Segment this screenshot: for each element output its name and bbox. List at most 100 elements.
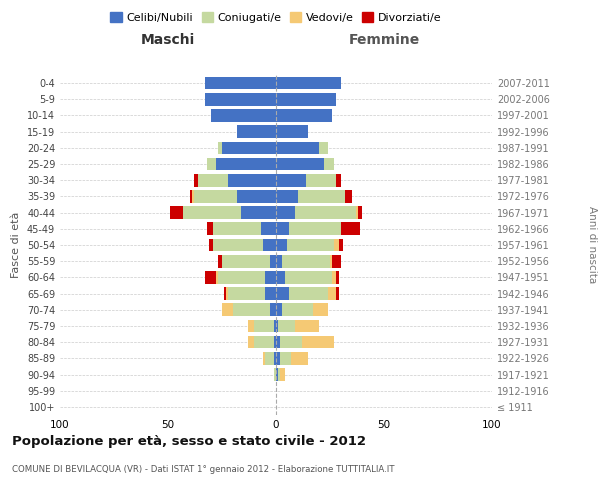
Bar [276, 190, 298, 202]
Bar [218, 255, 222, 268]
Bar [295, 206, 356, 219]
Bar [192, 190, 194, 202]
Bar [218, 142, 222, 154]
Bar [207, 158, 215, 170]
Bar [269, 255, 276, 268]
Bar [337, 174, 341, 186]
Bar [183, 206, 241, 219]
Bar [263, 238, 276, 252]
Bar [218, 271, 265, 283]
Bar [276, 109, 332, 122]
Bar [298, 190, 345, 202]
Bar [328, 288, 337, 300]
Y-axis label: Fasce di età: Fasce di età [11, 212, 21, 278]
Bar [278, 320, 295, 332]
Bar [334, 238, 338, 252]
Bar [295, 320, 319, 332]
Bar [276, 271, 284, 283]
Bar [276, 336, 280, 348]
Bar [358, 206, 362, 219]
Bar [313, 304, 328, 316]
Bar [319, 142, 328, 154]
Bar [265, 288, 276, 300]
Bar [205, 77, 276, 90]
Bar [226, 288, 229, 300]
Bar [224, 288, 226, 300]
Bar [323, 158, 334, 170]
Bar [222, 142, 276, 154]
Text: Popolazione per età, sesso e stato civile - 2012: Popolazione per età, sesso e stato civil… [12, 435, 366, 448]
Bar [254, 336, 274, 348]
Bar [356, 206, 358, 219]
Bar [229, 174, 276, 186]
Bar [222, 304, 233, 316]
Bar [306, 174, 337, 186]
Legend: Celibi/Nubili, Coniugati/e, Vedovi/e, Divorziati/e: Celibi/Nubili, Coniugati/e, Vedovi/e, Di… [106, 8, 446, 28]
Bar [330, 255, 332, 268]
Bar [229, 288, 265, 300]
Bar [248, 336, 254, 348]
Bar [276, 222, 289, 235]
Bar [237, 126, 276, 138]
Bar [205, 93, 276, 106]
Bar [302, 336, 334, 348]
Bar [214, 238, 263, 252]
Bar [276, 352, 280, 364]
Bar [215, 271, 218, 283]
Bar [278, 368, 280, 381]
Bar [274, 320, 276, 332]
Bar [194, 174, 198, 186]
Bar [283, 304, 313, 316]
Bar [248, 320, 254, 332]
Bar [276, 142, 319, 154]
Bar [214, 222, 261, 235]
Bar [190, 190, 192, 202]
Bar [170, 206, 183, 219]
Bar [276, 320, 278, 332]
Bar [205, 271, 215, 283]
Bar [198, 174, 229, 186]
Bar [276, 288, 289, 300]
Bar [194, 190, 237, 202]
Bar [332, 271, 337, 283]
Bar [237, 190, 276, 202]
Bar [276, 238, 287, 252]
Bar [280, 336, 302, 348]
Bar [280, 368, 284, 381]
Bar [276, 206, 295, 219]
Bar [291, 352, 308, 364]
Bar [222, 255, 269, 268]
Bar [265, 271, 276, 283]
Bar [289, 222, 341, 235]
Bar [284, 271, 332, 283]
Bar [337, 271, 338, 283]
Bar [338, 238, 343, 252]
Bar [274, 336, 276, 348]
Bar [263, 352, 265, 364]
Text: Maschi: Maschi [141, 34, 195, 48]
Bar [211, 109, 276, 122]
Bar [332, 255, 341, 268]
Bar [345, 190, 352, 202]
Bar [241, 206, 276, 219]
Bar [276, 368, 278, 381]
Bar [276, 93, 337, 106]
Bar [233, 304, 269, 316]
Bar [274, 368, 276, 381]
Bar [283, 255, 330, 268]
Bar [261, 222, 276, 235]
Bar [341, 222, 360, 235]
Bar [207, 222, 214, 235]
Bar [289, 288, 328, 300]
Text: COMUNE DI BEVILACQUA (VR) - Dati ISTAT 1° gennaio 2012 - Elaborazione TUTTITALIA: COMUNE DI BEVILACQUA (VR) - Dati ISTAT 1… [12, 465, 395, 474]
Bar [280, 352, 291, 364]
Bar [276, 126, 308, 138]
Bar [265, 352, 274, 364]
Text: Anni di nascita: Anni di nascita [587, 206, 597, 284]
Bar [276, 174, 306, 186]
Text: Femmine: Femmine [349, 34, 419, 48]
Bar [209, 238, 214, 252]
Bar [269, 304, 276, 316]
Bar [254, 320, 274, 332]
Bar [276, 255, 283, 268]
